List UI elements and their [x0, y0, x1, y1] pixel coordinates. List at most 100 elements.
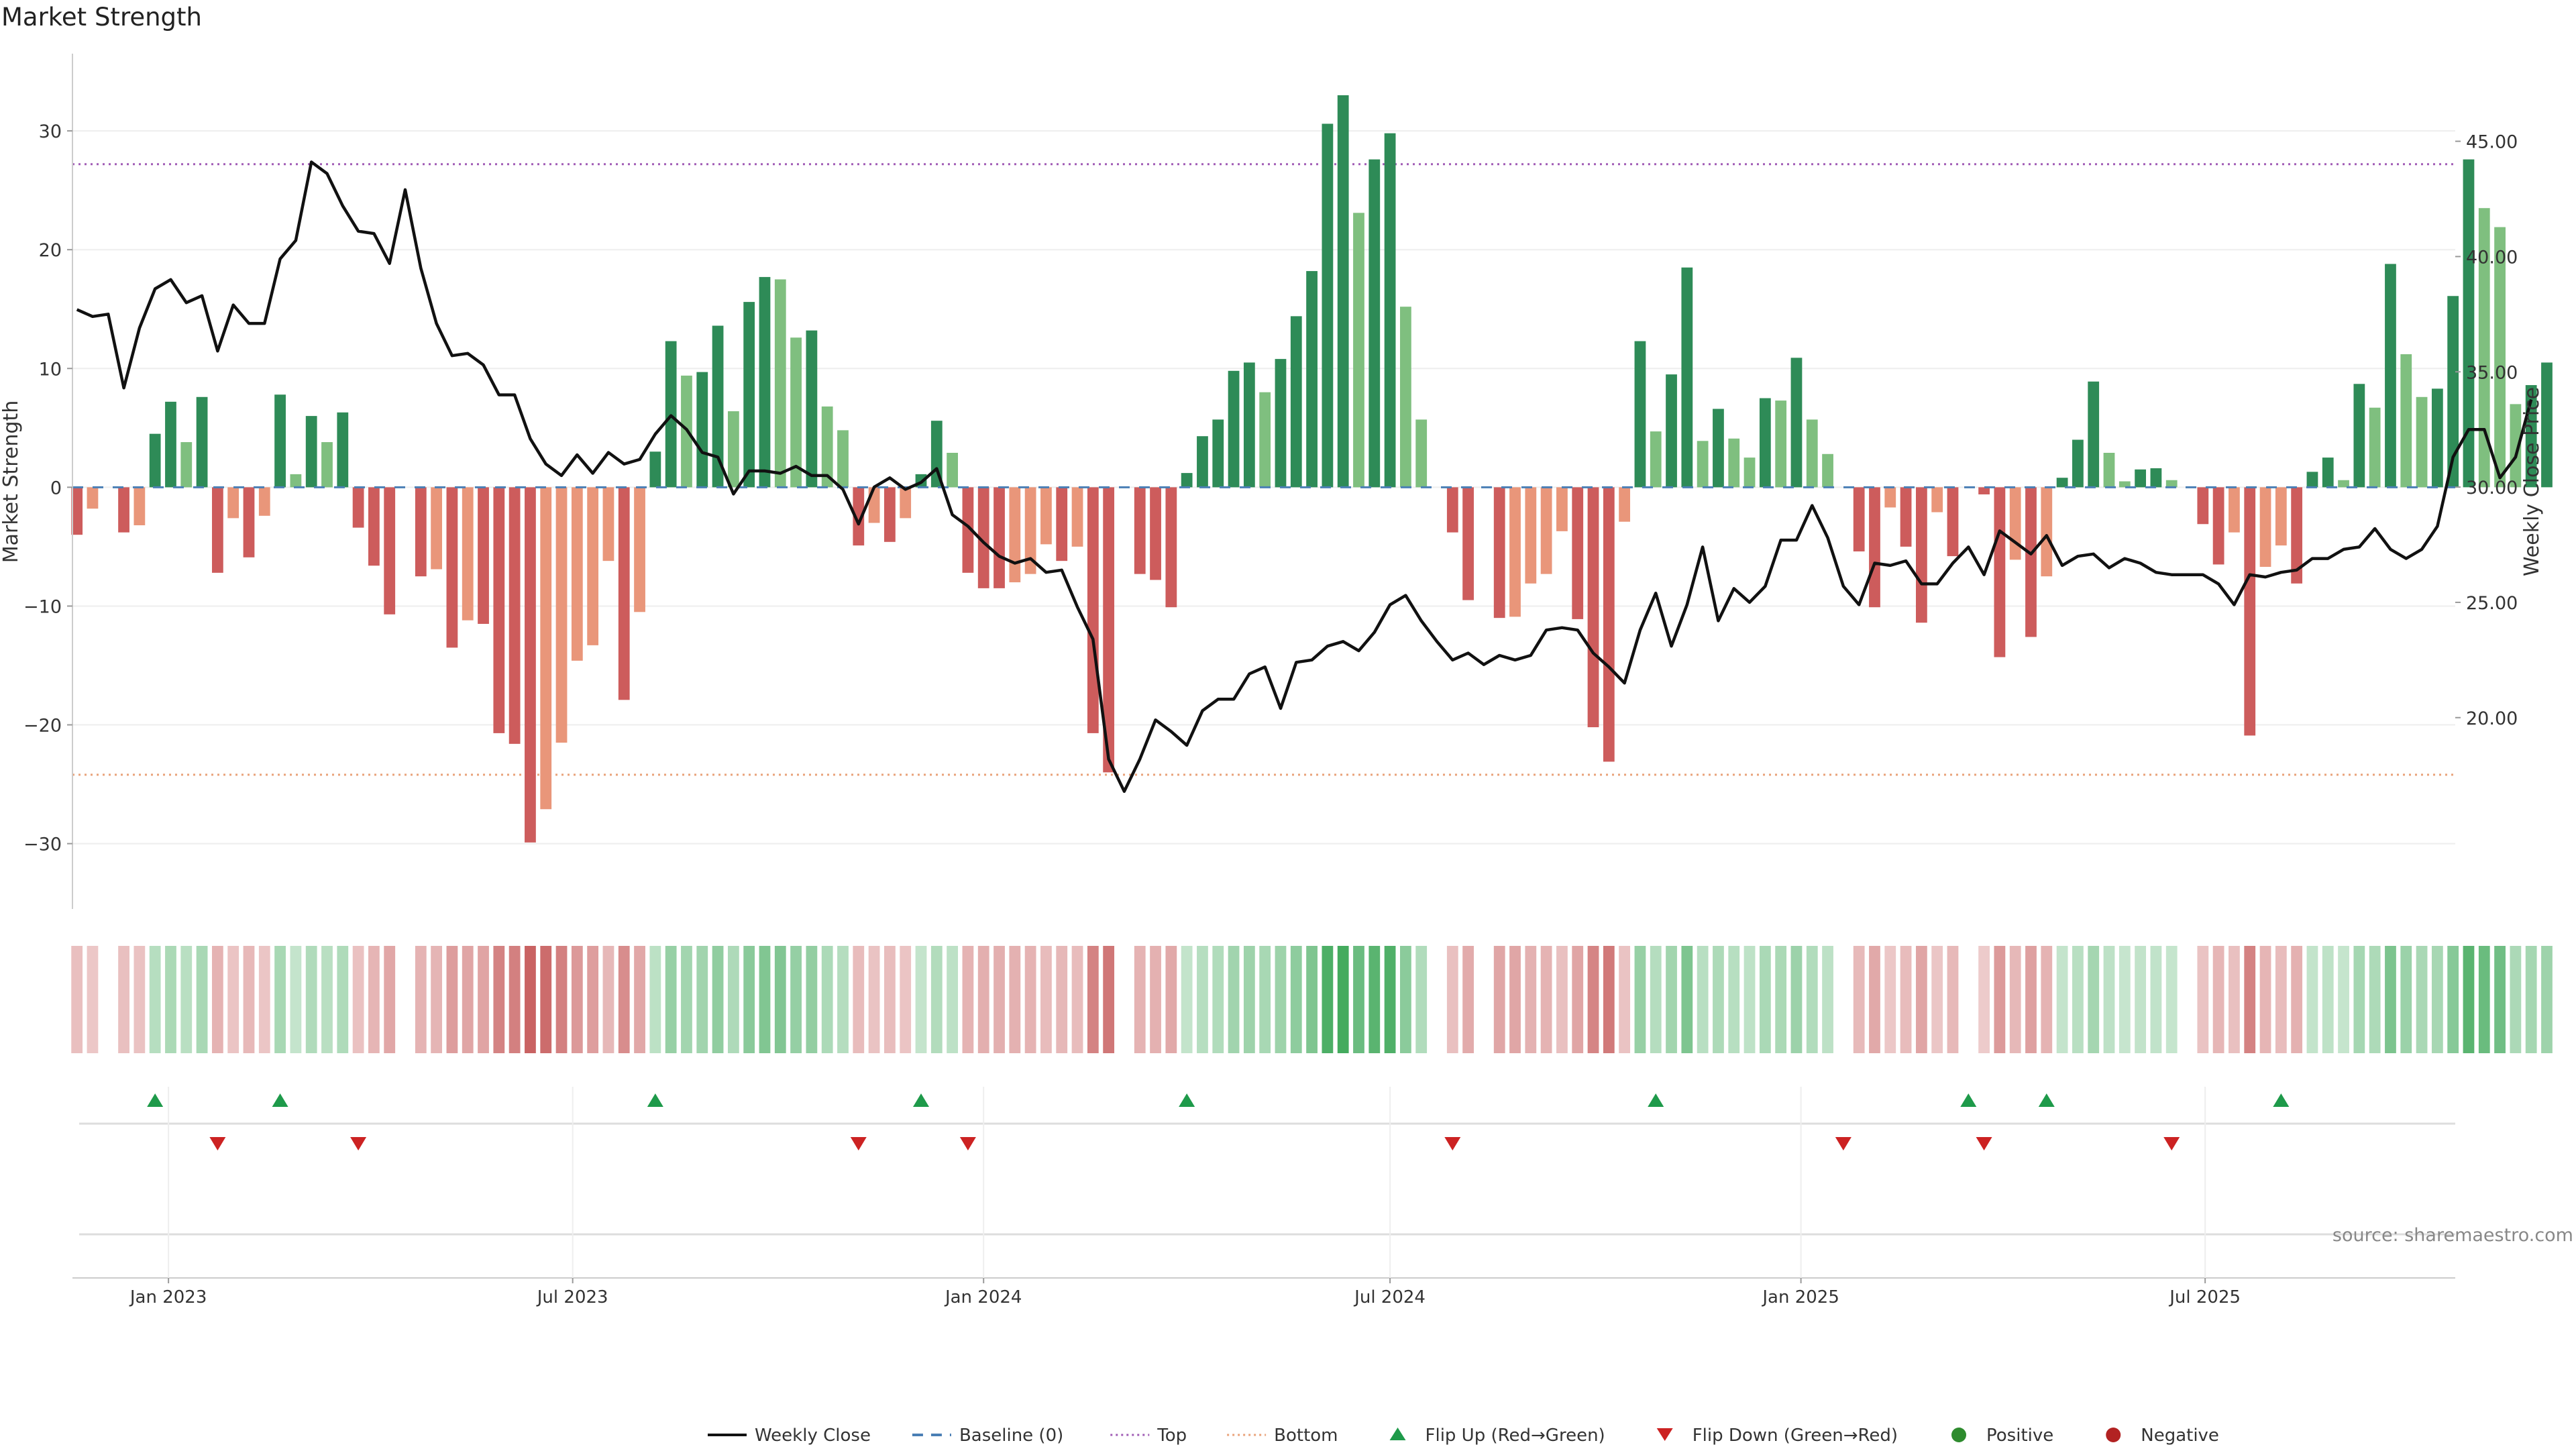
positive-bar [2338, 480, 2349, 488]
negative-bar [352, 487, 364, 528]
positive-bar [274, 394, 286, 488]
heat-cell [2072, 946, 2084, 1053]
positive-bar [165, 401, 176, 488]
negative-bar [1931, 487, 1943, 513]
flip-down-marker [1976, 1137, 1992, 1150]
positive-bar [1806, 419, 1818, 488]
positive-bar [727, 411, 739, 488]
heat-cell [555, 946, 568, 1053]
negative-bar [525, 487, 536, 843]
positive-bar [1290, 316, 1302, 488]
flip-up-marker [647, 1093, 663, 1107]
heat-cell [571, 946, 583, 1053]
negative-bar [2009, 487, 2021, 560]
x-tick-label: Jul 2024 [1353, 1287, 1426, 1307]
heat-cell [290, 946, 302, 1053]
right-tick-label: 40.00 [2466, 247, 2518, 268]
heat-cell [790, 946, 802, 1053]
heat-cell [1181, 946, 1193, 1053]
heat-cell [2041, 946, 2053, 1053]
heat-cell [368, 946, 380, 1053]
negative-bar [540, 487, 552, 810]
negative-bar [493, 487, 505, 733]
x-tick-label: Jul 2023 [536, 1287, 608, 1307]
positive-bar [1713, 409, 1724, 488]
heat-cell [1056, 946, 1068, 1053]
positive-bar [1400, 307, 1411, 488]
negative-bar [555, 487, 568, 743]
source-label: source: sharemaestro.com [2332, 1225, 2573, 1246]
heat-cell [2416, 946, 2428, 1053]
heat-cell [321, 946, 333, 1053]
heat-cell [930, 946, 943, 1053]
right-tick-label: 20.00 [2466, 708, 2518, 729]
positive-bar [1322, 123, 1334, 488]
legend-label: Flip Up (Red→Green) [1426, 1426, 1605, 1446]
positive-bar [290, 474, 302, 488]
negative-bar [2197, 487, 2209, 525]
positive-bar [2322, 458, 2334, 488]
flip-up-marker [1960, 1093, 1977, 1107]
heat-cell [2494, 946, 2506, 1053]
legend-label: Baseline (0) [959, 1426, 1063, 1446]
heat-cell [2259, 946, 2271, 1053]
negative-bar [87, 487, 99, 509]
heat-cell [1587, 946, 1599, 1053]
heat-cell [2229, 946, 2240, 1053]
heat-cell [1681, 946, 1693, 1053]
negative-bar [2291, 487, 2303, 584]
heat-cell [1790, 946, 1803, 1053]
heat-cell [211, 946, 223, 1053]
right-tick-label: 30.00 [2466, 478, 2518, 498]
heat-cell [2385, 946, 2396, 1053]
heat-cell [133, 946, 146, 1053]
positive-bar [2541, 362, 2553, 488]
negative-bar [1525, 487, 1537, 584]
negative-bar [1915, 487, 1927, 623]
positive-bar [2306, 472, 2318, 488]
heat-cell [915, 946, 927, 1053]
heat-cell [743, 946, 755, 1053]
positive-bar [2400, 354, 2412, 488]
heat-cell [1978, 946, 1990, 1053]
heat-cell [2118, 946, 2131, 1053]
heat-cell [1759, 946, 1771, 1053]
heat-cell [1963, 946, 1974, 1053]
positive-bar [1275, 359, 1287, 488]
heat-cell [853, 946, 865, 1053]
left-tick-label: 30 [39, 121, 62, 142]
negative-bar [227, 487, 239, 519]
negative-bar [211, 487, 223, 573]
flip-down-marker [850, 1137, 867, 1150]
heat-cell [727, 946, 739, 1053]
heat-cell [1775, 946, 1787, 1053]
heat-cell [634, 946, 645, 1053]
heat-cell [1728, 946, 1740, 1053]
negative-bar [602, 487, 614, 561]
heat-cell [180, 946, 193, 1053]
heat-cell [2212, 946, 2224, 1053]
negative-bar [508, 487, 521, 744]
heat-cell [1806, 946, 1818, 1053]
positive-bar [1228, 370, 1240, 488]
heat-cell [462, 946, 474, 1053]
negative-bar [118, 487, 129, 533]
flip-up-marker [1179, 1093, 1195, 1107]
positive-bar [1697, 441, 1709, 488]
heat-cell [1994, 946, 2006, 1053]
negative-bar [1978, 487, 1990, 494]
positive-bar [790, 337, 802, 488]
heat-cell [2197, 946, 2209, 1053]
heat-cell [1353, 946, 1364, 1053]
negative-bar [1446, 487, 1458, 533]
x-axis: Jan 2023 Jul 2023 Jan 2024 Jul 2024 Jan 2025… [72, 1087, 2455, 1307]
negative-bar [1853, 487, 1865, 551]
heat-cell [2541, 946, 2553, 1053]
heat-cell [821, 946, 833, 1053]
negative-bar [133, 487, 146, 526]
positive-bar [837, 430, 849, 488]
heat-cell [149, 946, 161, 1053]
positive-bar [1368, 159, 1381, 488]
positive-bar [1743, 458, 1756, 488]
